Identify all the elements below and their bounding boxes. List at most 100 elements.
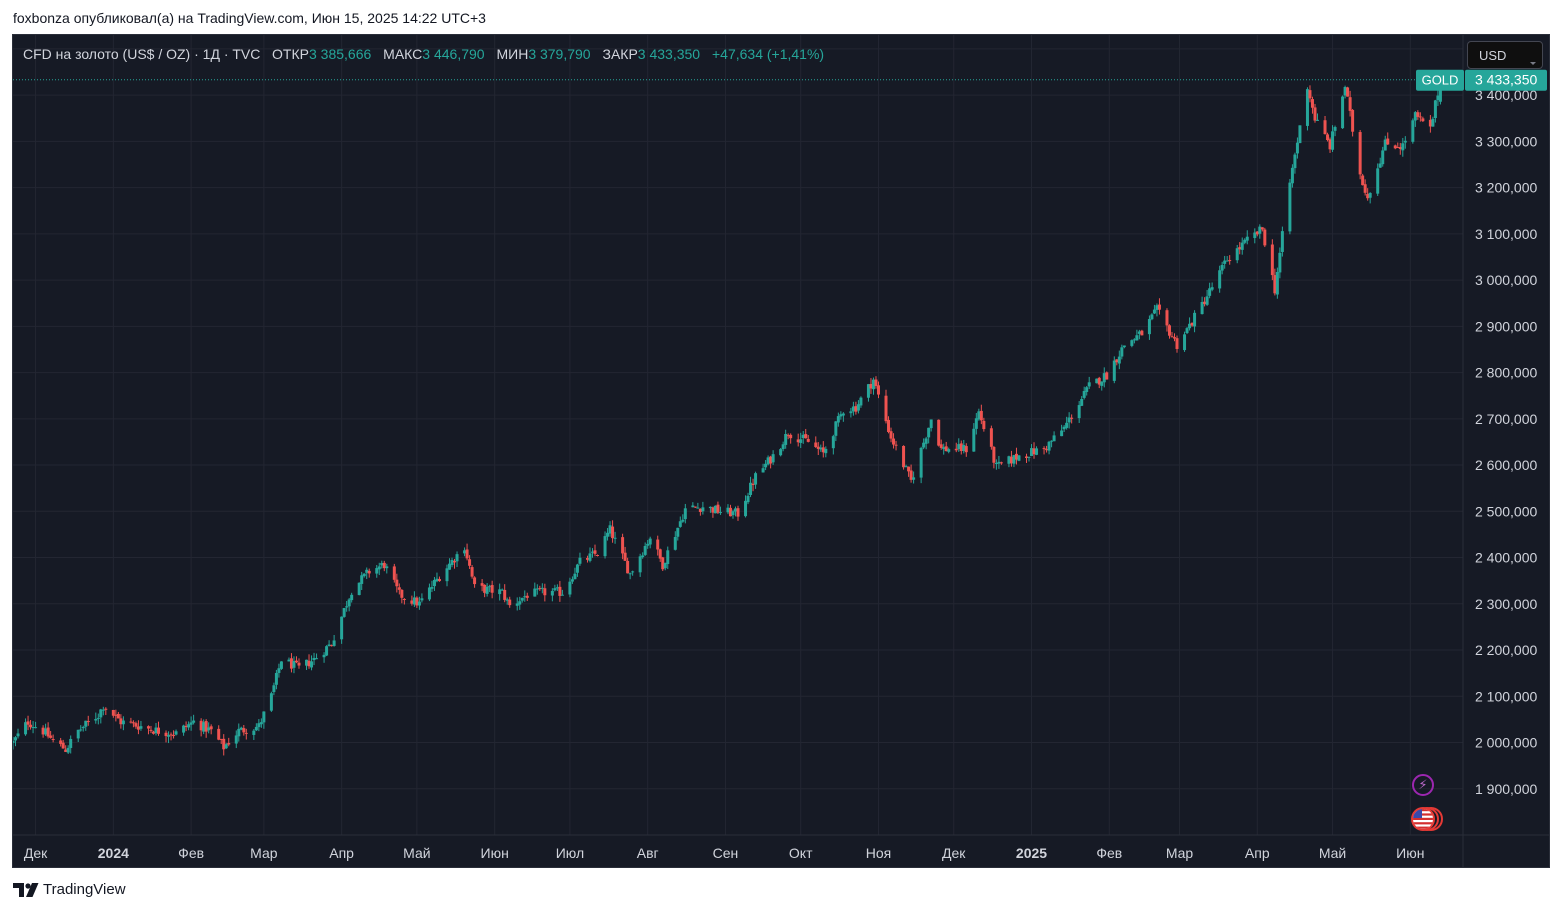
candle [1170,331,1174,338]
chart-panel[interactable]: 1 900,000 2 000,000 2 100,000 2 200,000 2 30… [12,34,1550,868]
candle [1346,86,1350,97]
candle [641,552,645,559]
candle [646,540,650,549]
time-axis[interactable]: Дек 2024 Фев Мар Апр Май Июн Июл Авг Сен Окт Ноя Дек… [24,845,1425,861]
candle [590,548,594,558]
candle [859,396,863,408]
candle [1288,178,1292,235]
candle [239,726,243,731]
candle [628,572,632,580]
candle [977,408,981,421]
candle [1278,247,1282,279]
candle [866,383,870,402]
candle [468,555,472,569]
candle [907,466,911,477]
candle [769,455,773,469]
candle [86,715,90,726]
candle [982,417,986,432]
candle [172,730,176,739]
candle [942,443,946,455]
time-axis-label: Окт [789,845,813,861]
candle [892,433,896,449]
candle [1238,242,1242,255]
candle [395,573,399,593]
candle [129,717,133,724]
candle [666,546,670,570]
candle [884,389,888,424]
candle [1080,396,1084,407]
candle [151,730,155,735]
candle [121,716,125,731]
candle [1130,339,1134,348]
candle [964,443,968,457]
candle [789,433,793,444]
candle [854,401,858,415]
candle [656,535,660,556]
candle [663,562,667,571]
candle [608,521,612,537]
candle [114,709,118,722]
candle [79,725,83,732]
candle [954,442,958,453]
candle [1140,329,1144,336]
candle [237,723,241,742]
candle [821,441,825,458]
candle [1077,401,1081,423]
time-axis-label: Май [1319,845,1346,861]
time-axis-label: Сен [713,845,739,861]
legend-symbol[interactable]: CFD на золото (US$ / OZ) · 1Д · TVC [23,46,261,62]
candle [400,589,404,604]
lightning-icon[interactable]: ⚡ [1412,774,1434,796]
price-axis-label: 2 700,000 [1475,411,1537,427]
candle [806,434,810,443]
candle [766,455,770,466]
us-flag-icon[interactable] [1411,807,1443,833]
candle [1270,239,1274,281]
candle [1223,255,1227,269]
candle [134,721,138,729]
candle [1167,324,1171,339]
candle [367,568,371,578]
candle [1147,315,1151,340]
currency-button[interactable]: USD [1467,41,1543,69]
candle [661,556,665,572]
candle [1358,129,1362,180]
candle [259,718,263,728]
candle [749,476,753,498]
candle [944,441,948,452]
price-axis-label: 2 900,000 [1475,318,1537,334]
candle [1378,157,1382,168]
candle [643,542,647,557]
candle [84,720,88,731]
candle [455,551,459,567]
publisher-header: foxbonza опубликовал(а) на TradingView.c… [13,10,486,26]
candle [187,721,191,731]
candle [929,419,933,432]
candle [1210,282,1214,292]
candle [360,571,364,590]
candle [902,445,906,470]
candle [894,440,898,451]
candle [693,506,697,508]
price-axis-label: 2 600,000 [1475,457,1537,473]
candle [488,584,492,593]
candle [292,656,296,674]
candle [219,738,223,744]
candlestick-chart[interactable]: 1 900,000 2 000,000 2 100,000 2 200,000 2 30… [13,35,1550,868]
candle [257,719,261,732]
candle [947,447,951,454]
candle [1220,261,1224,275]
candle [1343,85,1347,99]
candle [1315,113,1319,121]
footer-logo[interactable]: TradingView [13,881,126,898]
candle [1193,310,1197,333]
candle [1203,297,1207,307]
candle [1386,132,1390,145]
candle [523,590,527,602]
candle [1401,137,1405,157]
price-axis-label: 2 500,000 [1475,503,1537,519]
candle [202,719,206,735]
candle [397,583,401,595]
legend-high-value: 3 446,790 [422,46,485,62]
candle [851,401,855,416]
